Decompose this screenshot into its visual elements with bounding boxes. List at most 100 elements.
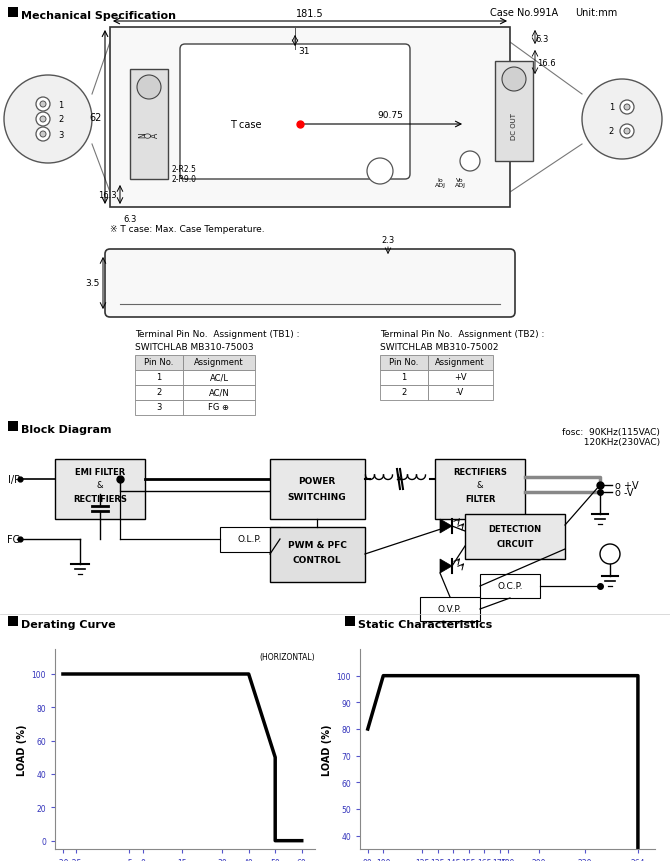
Text: Case No.991A: Case No.991A	[490, 8, 558, 18]
Text: Vo
ADJ: Vo ADJ	[454, 177, 466, 189]
Bar	[8, 616, 18, 626]
Text: N: N	[139, 132, 147, 138]
Text: DC OUT: DC OUT	[511, 114, 517, 140]
Text: 16.3: 16.3	[98, 191, 117, 201]
Bar	[380, 356, 428, 370]
Bar	[135, 370, 183, 386]
Text: 2.3: 2.3	[381, 236, 395, 245]
Circle shape	[137, 76, 161, 100]
Text: 90.75: 90.75	[377, 111, 403, 120]
Text: 31: 31	[298, 46, 310, 55]
Circle shape	[40, 117, 46, 123]
Polygon shape	[440, 519, 452, 533]
Text: RECTIFIERS: RECTIFIERS	[73, 495, 127, 504]
Bar	[135, 356, 183, 370]
Text: -V: -V	[456, 388, 464, 397]
Circle shape	[4, 76, 92, 164]
Text: EMI FILTER: EMI FILTER	[75, 468, 125, 477]
Bar	[55, 460, 145, 519]
Circle shape	[460, 152, 480, 172]
Text: SWITCHLAB MB310-75003: SWITCHLAB MB310-75003	[135, 343, 254, 351]
Text: Terminal Pin No.  Assignment (TB2) :: Terminal Pin No. Assignment (TB2) :	[380, 330, 544, 338]
Text: 2: 2	[156, 388, 161, 397]
Text: FG: FG	[7, 535, 20, 544]
Text: 181.5: 181.5	[296, 9, 324, 19]
FancyBboxPatch shape	[105, 250, 515, 318]
Text: 2: 2	[609, 127, 614, 136]
Bar	[495, 62, 533, 162]
Text: Io
ADJ: Io ADJ	[435, 177, 446, 189]
Bar	[435, 460, 525, 519]
FancyBboxPatch shape	[180, 45, 410, 180]
Circle shape	[36, 127, 50, 142]
Text: Terminal Pin No.  Assignment (TB1) :: Terminal Pin No. Assignment (TB1) :	[135, 330, 299, 338]
Bar	[428, 356, 493, 370]
Text: POWER: POWER	[298, 477, 336, 486]
Text: 1: 1	[156, 373, 161, 382]
Text: Mechanical Specification: Mechanical Specification	[21, 11, 176, 21]
Bar	[135, 400, 183, 416]
Text: O.C.P.: O.C.P.	[497, 582, 523, 591]
Bar	[183, 386, 255, 400]
Text: O.V.P.: O.V.P.	[438, 604, 462, 614]
Text: 3: 3	[156, 403, 161, 412]
Text: FG ⊕: FG ⊕	[208, 403, 230, 412]
Circle shape	[502, 68, 526, 92]
Text: 1: 1	[58, 101, 63, 109]
Text: (HORIZONTAL): (HORIZONTAL)	[259, 652, 315, 661]
Text: 2: 2	[58, 115, 63, 124]
Text: O.L.P.: O.L.P.	[238, 535, 262, 544]
Text: 6.3: 6.3	[123, 215, 137, 224]
Text: Unit:mm: Unit:mm	[575, 8, 617, 18]
Text: Derating Curve: Derating Curve	[21, 619, 116, 629]
Text: AC/L: AC/L	[210, 373, 228, 382]
Bar	[130, 70, 168, 180]
Text: 2: 2	[401, 388, 407, 397]
Text: 2-R9.0: 2-R9.0	[172, 176, 197, 184]
Bar	[8, 8, 18, 18]
Bar	[110, 28, 510, 208]
Circle shape	[624, 129, 630, 135]
Bar	[428, 370, 493, 386]
Bar	[380, 370, 428, 386]
Text: 16.6: 16.6	[537, 59, 555, 67]
Text: SWITCHING: SWITCHING	[287, 493, 346, 502]
Bar	[270, 460, 365, 519]
Bar	[465, 514, 565, 560]
Bar	[183, 356, 255, 370]
Text: Assignment: Assignment	[436, 358, 485, 367]
Text: Pin No.: Pin No.	[144, 358, 174, 367]
Text: CIRCUIT: CIRCUIT	[496, 540, 534, 548]
Text: O: O	[145, 132, 153, 138]
Text: 3: 3	[58, 130, 64, 139]
Bar	[270, 528, 365, 582]
Bar	[183, 400, 255, 416]
Text: &: &	[477, 481, 483, 490]
Text: RECTIFIERS: RECTIFIERS	[453, 468, 507, 477]
Text: &: &	[96, 481, 103, 490]
Circle shape	[624, 105, 630, 111]
Y-axis label: LOAD (%): LOAD (%)	[17, 723, 27, 775]
Bar	[428, 386, 493, 400]
Text: A: A	[151, 133, 159, 138]
Text: I/P: I/P	[8, 474, 20, 485]
Circle shape	[36, 113, 50, 127]
Circle shape	[367, 158, 393, 185]
Circle shape	[40, 102, 46, 108]
Text: AC/N: AC/N	[208, 388, 229, 397]
Bar	[220, 528, 280, 553]
Text: 3.5: 3.5	[86, 279, 100, 288]
Text: 6.3: 6.3	[535, 35, 548, 45]
Text: o +V: o +V	[615, 480, 639, 491]
Text: +V: +V	[454, 373, 466, 382]
Text: 1: 1	[609, 103, 614, 113]
Y-axis label: LOAD (%): LOAD (%)	[322, 723, 332, 775]
Text: T case: T case	[230, 120, 262, 130]
Text: ※ T case: Max. Case Temperature.: ※ T case: Max. Case Temperature.	[110, 226, 265, 234]
Text: DETECTION: DETECTION	[488, 525, 541, 534]
Bar	[183, 370, 255, 386]
Polygon shape	[440, 560, 452, 573]
Text: fosc:  90KHz(115VAC)
          120KHz(230VAC): fosc: 90KHz(115VAC) 120KHz(230VAC)	[555, 428, 660, 447]
Bar	[420, 598, 480, 622]
Text: Static Characteristics: Static Characteristics	[358, 619, 492, 629]
